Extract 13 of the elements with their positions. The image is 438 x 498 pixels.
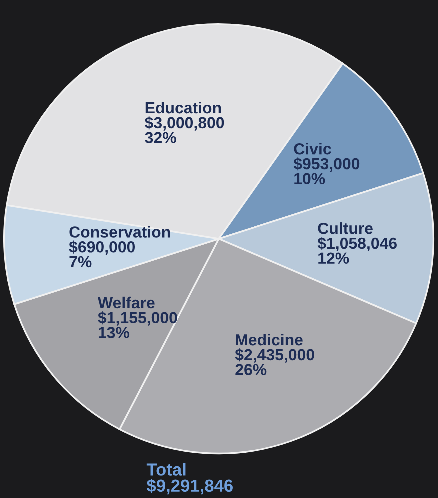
data-label: $953,000 10% bbox=[294, 158, 360, 185]
data-label: $2,435,000 26% bbox=[235, 348, 314, 376]
slice-label: Conservation bbox=[70, 226, 170, 238]
data-label: $3,000,800 32% bbox=[145, 116, 224, 144]
data-label: $1,058,046 12% bbox=[318, 237, 397, 264]
slice-label: Civic bbox=[294, 143, 332, 155]
slice-label: Welfare bbox=[98, 296, 155, 309]
data-label: $690,000 7% bbox=[69, 240, 136, 268]
slice-label: Education bbox=[146, 102, 222, 114]
slice-label: Medicine bbox=[236, 334, 303, 346]
data-label: $1,155,000 13% bbox=[98, 312, 178, 338]
text: Total $9,291,846 bbox=[146, 463, 233, 495]
slice-label: Culture bbox=[318, 222, 373, 234]
